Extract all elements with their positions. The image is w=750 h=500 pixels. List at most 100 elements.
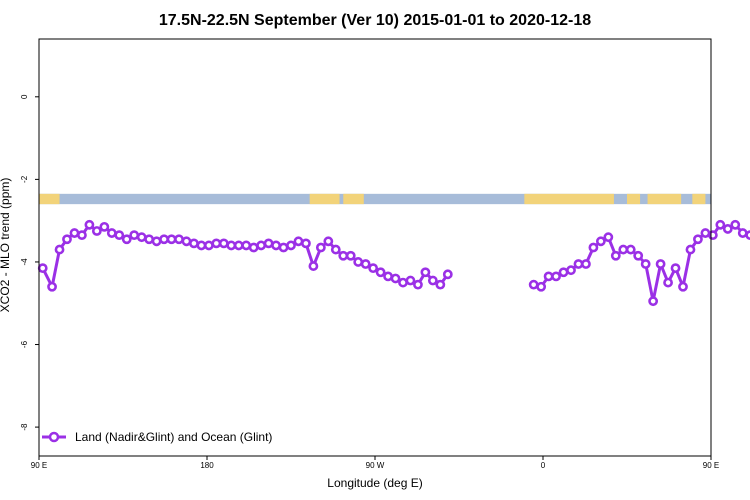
legend-label: Land (Nadir&Glint) and Ocean (Glint)	[75, 430, 272, 444]
data-point	[37, 263, 48, 274]
data-point	[405, 275, 416, 286]
data-point	[62, 234, 72, 245]
data-point	[338, 250, 349, 261]
data-point	[573, 259, 584, 269]
y-tick-label: 0	[20, 94, 29, 99]
land-segment	[692, 193, 706, 205]
data-point	[218, 238, 229, 249]
data-point	[610, 250, 621, 261]
data-point	[633, 250, 644, 261]
data-point	[345, 250, 356, 261]
series-layer	[37, 219, 750, 307]
data-point	[203, 240, 214, 251]
data-point	[233, 240, 244, 251]
y-tick-label: -4	[20, 258, 29, 266]
data-point	[588, 242, 599, 253]
data-point	[618, 244, 629, 255]
data-point	[271, 240, 281, 251]
data-point	[693, 234, 703, 245]
data-point	[174, 234, 184, 245]
land-ocean-strip	[39, 193, 711, 205]
legend-marker-swatch	[48, 431, 60, 443]
data-point	[144, 234, 155, 245]
data-point	[685, 244, 696, 255]
data-point	[360, 259, 371, 269]
data-point	[106, 228, 117, 238]
y-tick-label: -2	[20, 175, 29, 183]
data-point	[375, 267, 386, 278]
data-point	[166, 234, 177, 245]
data-point	[323, 236, 334, 247]
data-point	[640, 259, 651, 269]
x-tick-label: 90 E	[703, 461, 719, 470]
chart-title: 17.5N-22.5N September (Ver 10) 2015-01-0…	[159, 12, 591, 29]
data-point	[383, 271, 393, 282]
x-tick-label: 90 W	[366, 461, 385, 470]
data-point	[737, 228, 748, 238]
data-point	[263, 238, 274, 249]
data-point	[278, 242, 289, 253]
data-point	[301, 238, 311, 249]
x-tick-label: 0	[541, 461, 546, 470]
data-point	[99, 221, 110, 232]
y-axis: 0 -2 -4 -6 -8	[20, 94, 39, 431]
data-point	[181, 236, 192, 247]
data-point	[189, 238, 199, 249]
data-point	[226, 240, 237, 251]
data-point	[420, 267, 431, 278]
data-point	[543, 271, 554, 282]
data-point	[308, 261, 319, 271]
data-point	[551, 271, 561, 282]
data-point	[625, 244, 636, 255]
data-point	[427, 275, 438, 286]
y-axis-label: XCO2 - MLO trend (ppm)	[0, 178, 12, 313]
data-point	[151, 236, 162, 247]
y-tick-label: -6	[20, 340, 29, 348]
data-point	[54, 244, 65, 255]
data-point	[241, 240, 252, 251]
data-point	[248, 242, 259, 253]
data-point	[648, 296, 659, 307]
data-point	[730, 219, 741, 230]
data-point	[707, 230, 718, 241]
data-point	[315, 242, 326, 253]
data-point	[581, 259, 591, 269]
x-axis: 90 E 180 90 W 0 90 E	[31, 456, 719, 470]
data-point	[77, 230, 87, 241]
land-segment	[343, 193, 364, 205]
y-tick-label: -8	[20, 423, 29, 431]
data-point	[114, 230, 125, 241]
land-segment	[39, 193, 60, 205]
land-segment	[309, 193, 340, 205]
data-point	[390, 273, 401, 284]
data-point	[595, 236, 606, 247]
data-point	[655, 259, 666, 269]
data-point	[722, 224, 733, 234]
data-point	[678, 281, 688, 292]
data-point	[121, 234, 132, 245]
data-point	[700, 228, 711, 238]
data-point	[47, 281, 57, 292]
legend: Land (Nadir&Glint) and Ocean (Glint)	[42, 430, 272, 444]
plot-frame	[38, 38, 712, 457]
data-point	[196, 240, 207, 251]
land-segment	[524, 193, 614, 205]
data-point	[558, 267, 569, 278]
x-axis-label: Longitude (deg E)	[327, 476, 422, 490]
data-point	[528, 279, 539, 290]
data-point	[286, 240, 296, 251]
data-point	[293, 236, 304, 247]
data-point	[715, 219, 726, 230]
data-point	[136, 232, 147, 243]
data-point	[566, 265, 576, 276]
data-point	[435, 279, 446, 290]
data-point	[398, 277, 408, 288]
data-point	[84, 219, 95, 230]
land-segment	[627, 193, 641, 205]
data-point	[211, 238, 222, 249]
data-point	[536, 281, 547, 292]
data-point	[91, 226, 102, 236]
data-point	[745, 230, 750, 241]
data-point	[603, 232, 614, 243]
